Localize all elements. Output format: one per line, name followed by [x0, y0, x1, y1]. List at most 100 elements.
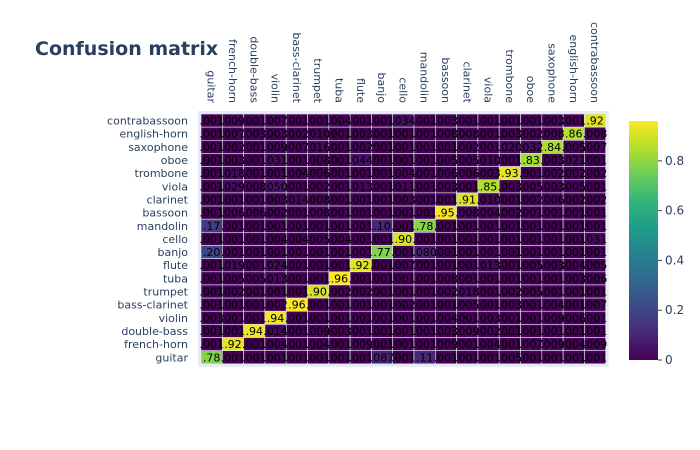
cell-value-label: .001 [519, 351, 544, 364]
cell-value-label: .050 [263, 180, 288, 193]
cell-value-label: .003 [540, 180, 565, 193]
cell-value-label: .001 [498, 115, 523, 128]
cell-value-label: .002 [349, 141, 374, 154]
cell-value-label: .001 [391, 325, 416, 338]
cell-value-label: .001 [370, 272, 395, 285]
cell-value-label: .001 [199, 325, 224, 338]
cell-value-label: .001 [455, 220, 480, 233]
cell-value-label: .001 [583, 246, 608, 259]
cell-value-label: .044 [349, 154, 374, 167]
x-tick-label: cello [396, 77, 409, 103]
x-tick-label: contrabassoon [588, 22, 601, 103]
y-tick-label: clarinet [147, 193, 189, 206]
cell-value-label: .001 [221, 325, 246, 338]
cell-value-label: .001 [391, 220, 416, 233]
cell-value-label: .001 [583, 325, 608, 338]
x-tick-label: oboe [524, 76, 537, 103]
cell-value-label: .003 [562, 272, 587, 285]
cell-value-label: .001 [327, 180, 352, 193]
cell-value-label: .001 [221, 312, 246, 325]
cell-value-label: .001 [540, 325, 565, 338]
cell-value-label: .001 [349, 115, 374, 128]
cell-value-label: .001 [199, 338, 224, 351]
cell-value-label: .90 [309, 286, 327, 299]
cell-value-label: .001 [285, 312, 310, 325]
cell-value-label: .001 [498, 325, 523, 338]
cell-value-label: .001 [583, 312, 608, 325]
cell-value-label: .003 [263, 128, 288, 141]
cell-value-label: .001 [476, 299, 501, 312]
cell-value-label: .001 [455, 338, 480, 351]
x-tick-label: trombone [503, 50, 516, 104]
cell-value-label: .001 [455, 312, 480, 325]
cell-value-label: .001 [263, 351, 288, 364]
cell-value-label: .001 [370, 193, 395, 206]
y-tick-label: saxophone [128, 141, 188, 154]
cell-value-label: .11 [416, 351, 434, 364]
cell-value-label: .83 [522, 154, 540, 167]
cell-value-label: .007 [391, 259, 416, 272]
cell-value-label: .002 [498, 286, 523, 299]
cell-value-label: .001 [349, 299, 374, 312]
y-axis: contrabassoonenglish-hornsaxophoneoboetr… [107, 115, 189, 365]
cell-value-label: .001 [263, 167, 288, 180]
cell-value-label: .004 [562, 338, 587, 351]
cell-value-label: .003 [242, 128, 267, 141]
cell-value-label: .029 [221, 180, 246, 193]
cell-value-label: .003 [391, 193, 416, 206]
cell-value-label: .002 [519, 128, 544, 141]
cell-value-label: .009 [583, 338, 608, 351]
x-tick-label: double-bass [247, 36, 260, 103]
cell-value-label: .013 [476, 259, 501, 272]
cell-value-label: .008 [583, 128, 608, 141]
cell-value-label: .005 [434, 154, 459, 167]
cell-value-label: .001 [540, 246, 565, 259]
cell-value-label: .001 [242, 141, 267, 154]
colorbar-tick-label: 0.8 [665, 154, 684, 168]
cell-value-label: .001 [412, 272, 437, 285]
cell-value-label: .004 [285, 167, 310, 180]
cell-value-label: .009 [540, 312, 565, 325]
cell-value-label: .008 [455, 207, 480, 220]
cell-value-label: .001 [519, 207, 544, 220]
y-tick-label: violin [159, 312, 188, 325]
cell-value-label: .005 [306, 233, 331, 246]
cell-value-label: .001 [370, 233, 395, 246]
cell-value-label: .020 [498, 141, 523, 154]
cell-value-label: .002 [221, 141, 246, 154]
cell-value-label: .008 [434, 128, 459, 141]
cell-value-label: .007 [583, 141, 608, 154]
cell-value-label: .001 [327, 351, 352, 364]
plot-area: .001.009.001.007.001.001.004.001.001.034… [198, 111, 609, 367]
cell-value-label: .007 [285, 141, 310, 154]
cell-value-label: .005 [583, 259, 608, 272]
cell-value-label: .006 [455, 167, 480, 180]
cell-value-label: .001 [306, 115, 331, 128]
cell-value-label: .001 [370, 154, 395, 167]
cell-value-label: .001 [519, 233, 544, 246]
cell-value-label: .001 [370, 286, 395, 299]
x-tick-label: clarinet [460, 62, 473, 104]
cell-value-label: .004 [263, 338, 288, 351]
cell-value-label: .001 [285, 325, 310, 338]
cell-value-label: .002 [583, 167, 608, 180]
cell-value-label: .001 [370, 259, 395, 272]
cell-value-label: .004 [263, 233, 288, 246]
cell-value-label: .001 [242, 167, 267, 180]
cell-value-label: .001 [540, 220, 565, 233]
cell-value-label: .019 [221, 259, 246, 272]
cell-value-label: .001 [199, 233, 224, 246]
cell-value-label: .001 [306, 259, 331, 272]
cell-value-label: .001 [199, 272, 224, 285]
cell-value-label: .84 [544, 141, 562, 154]
cell-value-label: .001 [412, 115, 437, 128]
cell-value-label: .001 [434, 351, 459, 364]
cell-value-label: .001 [455, 115, 480, 128]
cell-value-label: .002 [562, 167, 587, 180]
cell-value-label: .006 [434, 167, 459, 180]
cell-value-label: .001 [327, 338, 352, 351]
cell-value-label: .002 [327, 286, 352, 299]
cell-value-label: .001 [242, 312, 267, 325]
cell-value-label: .001 [327, 167, 352, 180]
cell-value-label: .001 [412, 259, 437, 272]
